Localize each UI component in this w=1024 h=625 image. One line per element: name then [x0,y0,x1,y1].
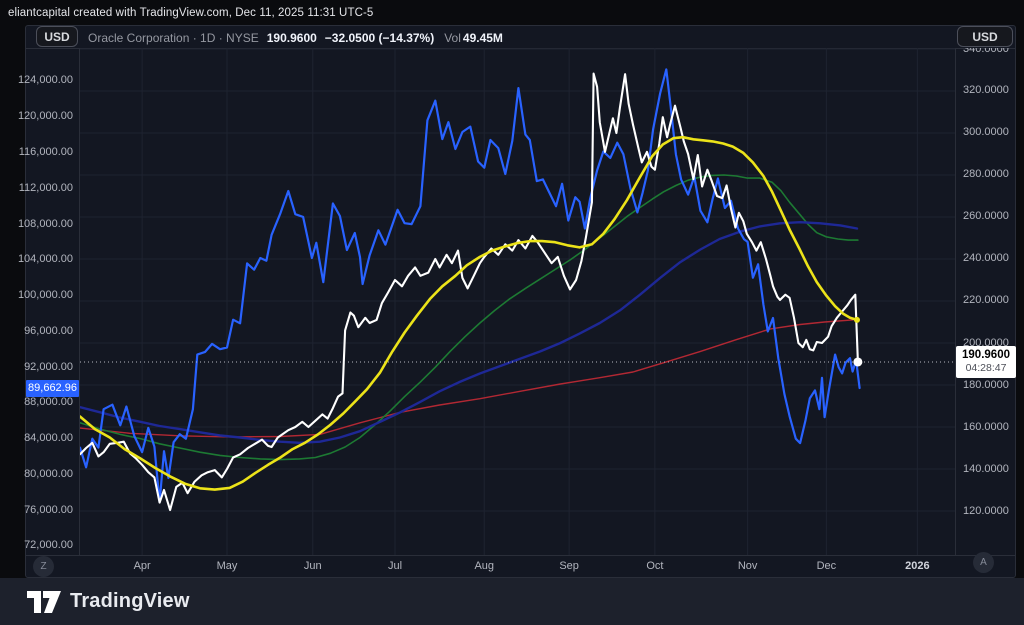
time-scale[interactable]: Apr May Jun Jul Aug Sep Oct Nov Dec 2026 [25,555,1016,578]
tradingview-logo-icon [27,590,61,613]
left-axis-tick: 84,000.00 [24,432,73,445]
left-axis-current-value-badge: 89,662.96 [26,379,79,397]
time-axis-tick-Nov: Nov [737,560,758,572]
right-axis-tick: 180.0000 [963,378,1009,391]
left-axis-tick: 124,000.00 [17,74,73,87]
left-axis-tick: 96,000.00 [24,324,73,337]
time-axis-tick-Jun: Jun [303,560,322,572]
tradingview-logo[interactable]: TradingView [27,590,190,613]
time-axis-tick-Oct: Oct [646,560,664,572]
right-axis-tick: 280.0000 [963,168,1009,181]
left-axis-tick: 116,000.00 [18,146,73,159]
symbol-change: −32.0500 (−14.37%) [324,31,435,45]
left-axis-tick: 120,000.00 [17,110,73,123]
time-axis-tick-Aug: Aug [474,560,495,572]
left-axis-tick: 92,000.00 [24,360,73,373]
time-axis-tick-2026: 2026 [905,560,930,572]
volume-label: Vol [444,31,461,45]
current-price-text: 190.9600 [962,348,1010,361]
right-axis-tick: 200.0000 [963,336,1009,349]
time-axis-tick-Dec: Dec [816,560,837,572]
tradingview-brand-text: TradingView [70,590,190,612]
right-axis-tick: 320.0000 [963,84,1009,97]
symbol-title: Oracle Corporation · 1D · NYSE [88,31,259,45]
right-axis-tick: 300.0000 [963,126,1009,139]
time-axis-tick-Sep: Sep [559,560,579,572]
symbol-price: 190.9600 [266,31,317,45]
right-currency-button[interactable]: USD [957,26,1013,47]
bar-countdown-text: 04:28:47 [965,361,1007,374]
right-axis-tick: 260.0000 [963,210,1009,223]
right-axis-tick: 340.0000 [963,48,1009,55]
right-axis-current-price-label: 190.9600 04:28:47 [956,345,1016,378]
time-axis-tick-May: May [216,560,238,572]
right-price-scale[interactable]: 340.0000 320.0000 300.0000 280.0000 260.0000… [955,48,1016,555]
left-axis-tick: 100,000.00 [17,289,73,302]
right-axis-tick: 160.0000 [963,420,1009,433]
left-axis-tick: 76,000.00 [24,503,73,516]
symbol-info-row: Oracle Corporation · 1D · NYSE 190.9600 −3… [88,31,503,45]
left-axis-tick: 88,000.00 [24,396,73,409]
right-axis-tick: 120.0000 [963,504,1009,517]
right-axis-tick: 220.0000 [963,294,1009,307]
chart-pane[interactable] [80,48,955,555]
volume-value: 49.45M [462,31,503,45]
time-axis-tick-Apr: Apr [133,560,151,572]
left-axis-tick: 104,000.00 [17,253,73,266]
left-axis-tick: 80,000.00 [24,467,73,480]
time-axis-tick-Jul: Jul [387,560,403,572]
left-currency-button[interactable]: USD [36,26,78,47]
left-axis-tick: 112,000.00 [18,181,73,194]
left-axis-tick: 72,000.00 [24,539,73,552]
scale-reset-button-left[interactable]: Z [33,556,54,577]
left-axis-tick: 108,000.00 [17,217,73,230]
attribution-text: eliantcapital created with TradingView.c… [8,7,374,19]
left-price-scale[interactable]: 124,000.00 120,000.00 116,000.00 112,000.00… [18,48,80,555]
right-axis-tick: 140.0000 [963,462,1009,475]
right-axis-tick: 240.0000 [963,252,1009,265]
footer-bar: TradingView [0,578,1024,625]
auto-scale-button-right[interactable]: A [973,552,994,573]
